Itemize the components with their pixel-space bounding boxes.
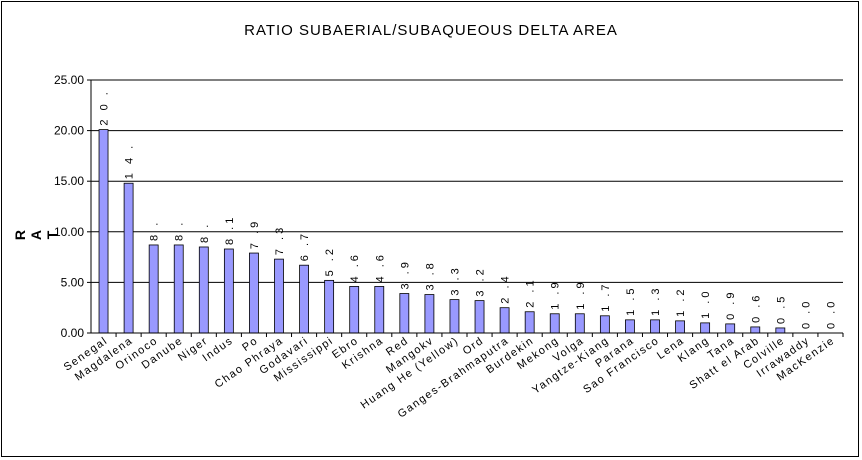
bar xyxy=(274,258,284,334)
data-label: 4 .6 xyxy=(349,252,361,282)
bar xyxy=(700,322,711,334)
y-tick-label: 5.00 xyxy=(61,275,85,289)
data-label: 4 .6 xyxy=(374,252,386,282)
data-label: 0 .0 xyxy=(800,299,812,329)
bar xyxy=(198,246,209,334)
bar xyxy=(449,299,460,334)
bar xyxy=(424,294,435,334)
data-label: 2 0 . xyxy=(99,89,111,125)
data-label: 1 .9 xyxy=(575,279,587,309)
data-label: 1 .2 xyxy=(675,286,687,316)
y-tick-label: 0.00 xyxy=(61,326,85,340)
data-label: 0 .0 xyxy=(825,299,837,329)
bar xyxy=(650,319,660,334)
y-tick-label: 15.00 xyxy=(54,174,84,188)
data-label: 8 . xyxy=(199,222,211,243)
data-label: 3 .8 xyxy=(424,260,436,290)
bar xyxy=(750,326,761,334)
data-label: 7 .3 xyxy=(274,225,286,255)
data-label: 1 .9 xyxy=(550,279,562,309)
data-label: 2 .4 xyxy=(500,273,512,303)
data-label: 8 .1 xyxy=(224,215,236,245)
axes xyxy=(87,79,844,337)
bar xyxy=(223,248,234,334)
bar xyxy=(399,293,410,334)
data-label: 0 .9 xyxy=(725,290,737,320)
data-label: 6 .7 xyxy=(299,231,311,261)
bar xyxy=(123,182,134,334)
bar xyxy=(173,244,184,334)
bar xyxy=(349,286,360,334)
y-tick-labels: 0.00 5.00 10.00 15.00 20.00 25.00 xyxy=(54,73,84,340)
data-label: 1 .5 xyxy=(625,285,637,315)
bar xyxy=(675,320,685,334)
bar xyxy=(549,313,560,334)
bar xyxy=(299,264,309,334)
data-label: 8 . xyxy=(149,220,161,241)
bar xyxy=(374,286,385,334)
data-label: 3 .3 xyxy=(449,265,461,295)
data-label: 3 .9 xyxy=(399,259,411,289)
data-labels: 2 0 . 1 4 . 8 . 8 . 8 . 8 .1 7 .9 7 .3 6 .7 5 .2 4… xyxy=(99,89,838,329)
y-tick-label: 10.00 xyxy=(54,225,84,239)
chart-title: RATIO SUBAERIAL/SUBAQUEOUS DELTA AREA xyxy=(244,22,618,39)
y-tick-label: 25.00 xyxy=(54,73,84,87)
bar xyxy=(524,311,535,334)
data-label: 0 .5 xyxy=(775,294,787,324)
bar xyxy=(775,327,786,334)
data-label: 1 .0 xyxy=(700,289,712,319)
data-label: 1 .7 xyxy=(600,281,612,311)
data-label: 5 .2 xyxy=(324,246,336,276)
bar xyxy=(474,300,485,334)
bar xyxy=(599,315,610,334)
y-tick-label: 20.00 xyxy=(54,124,84,138)
bar xyxy=(98,129,109,334)
data-label: 1 4 . xyxy=(124,143,136,179)
bar xyxy=(148,244,159,334)
bar xyxy=(574,313,585,334)
bar xyxy=(625,319,635,334)
data-label: 2 .1 xyxy=(525,277,537,307)
bar xyxy=(249,252,259,334)
data-label: 0 .6 xyxy=(750,293,762,323)
gridlines xyxy=(91,79,843,283)
data-label: 3 .2 xyxy=(475,266,487,296)
bar xyxy=(324,279,335,334)
bar xyxy=(499,307,510,334)
data-label: 1 .3 xyxy=(650,285,662,315)
data-label: 7 .9 xyxy=(249,219,261,249)
data-label: 8 . xyxy=(174,220,186,241)
bar xyxy=(725,323,736,334)
